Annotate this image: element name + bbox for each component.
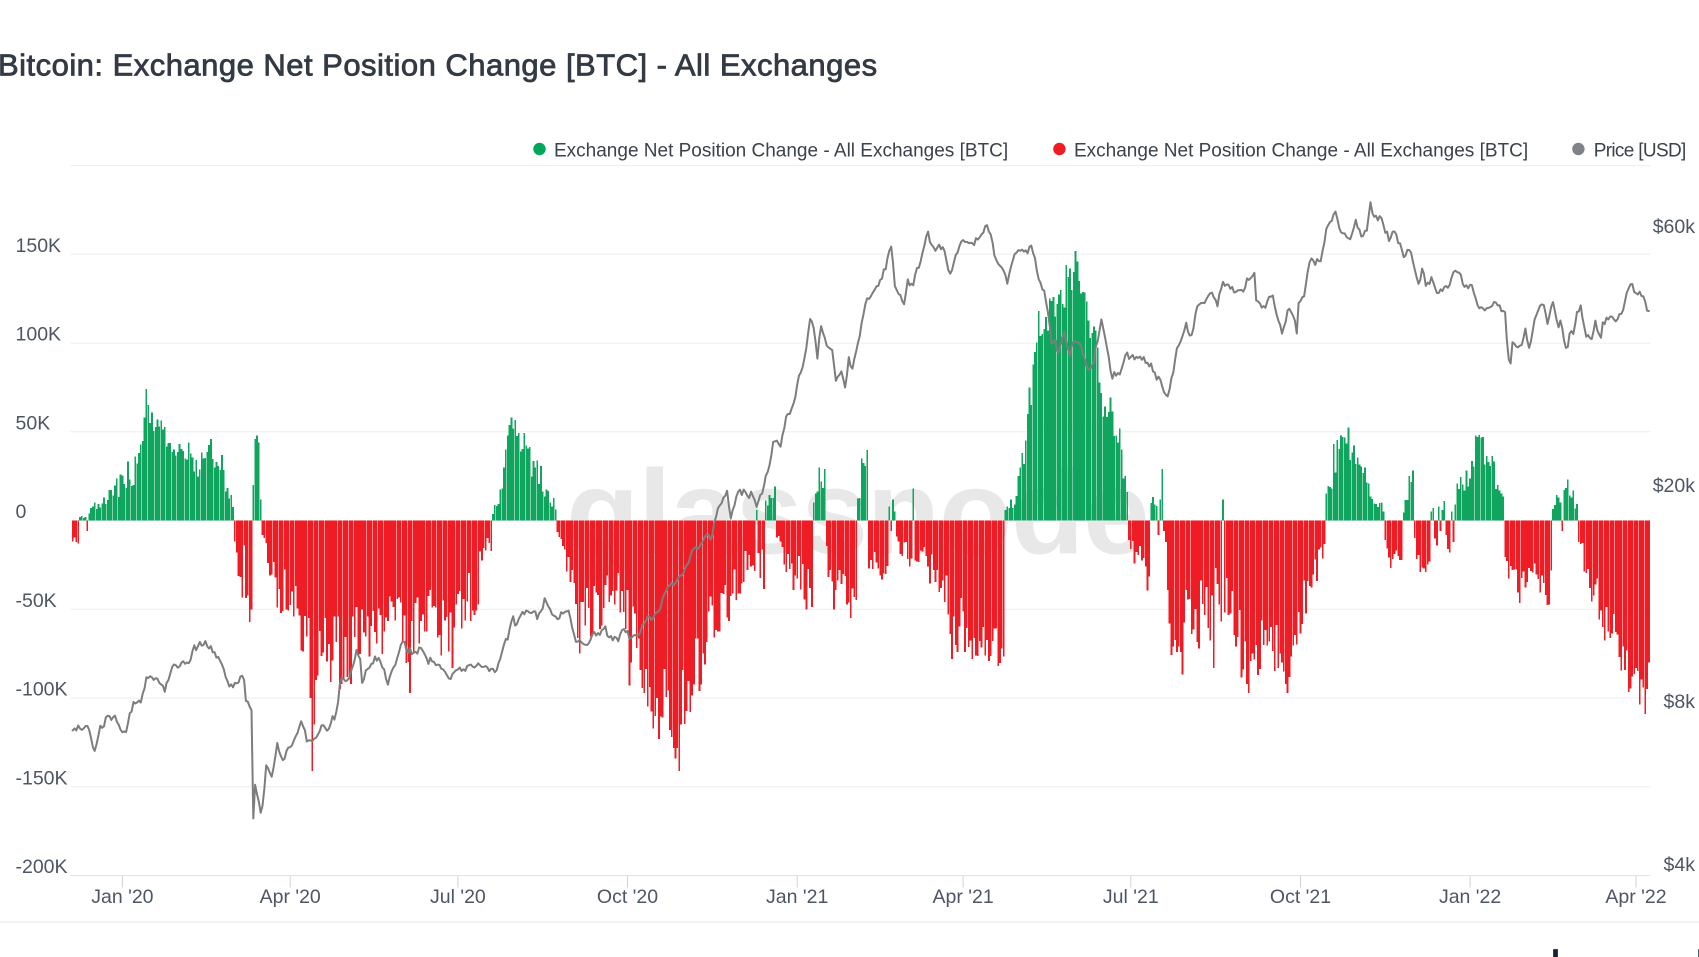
svg-text:-100K: -100K [16, 679, 68, 701]
svg-text:Jul '20: Jul '20 [430, 886, 486, 908]
svg-text:Bitcoin: Exchange Net Position: Bitcoin: Exchange Net Position Change [B… [0, 48, 878, 83]
svg-text:-50K: -50K [16, 590, 57, 612]
svg-text:Jul '21: Jul '21 [1103, 886, 1159, 908]
svg-text:Oct '21: Oct '21 [1270, 886, 1331, 908]
svg-text:-150K: -150K [16, 767, 68, 789]
svg-text:Apr '21: Apr '21 [933, 886, 994, 908]
svg-text:Oct '20: Oct '20 [597, 886, 658, 908]
svg-text:Exchange Net Position Change -: Exchange Net Position Change - All Excha… [554, 140, 1008, 161]
svg-text:Exchange Net Position Change -: Exchange Net Position Change - All Excha… [1074, 140, 1528, 161]
svg-text:0: 0 [16, 501, 27, 523]
svg-text:Jan '20: Jan '20 [91, 886, 153, 908]
svg-text:-200K: -200K [16, 856, 68, 878]
svg-text:$4k: $4k [1664, 854, 1696, 876]
svg-text:100K: 100K [16, 324, 62, 346]
svg-text:Jan '21: Jan '21 [766, 886, 828, 908]
svg-text:Price [USD]: Price [USD] [1594, 140, 1686, 161]
svg-text:$8k: $8k [1664, 691, 1696, 713]
svg-text:$20k: $20k [1653, 475, 1696, 497]
svg-text:glassnode: glassnode [1526, 942, 1699, 957]
svg-text:$60k: $60k [1653, 216, 1696, 238]
svg-text:Apr '20: Apr '20 [260, 886, 321, 908]
svg-text:Jan '22: Jan '22 [1439, 886, 1501, 908]
svg-text:150K: 150K [16, 235, 62, 257]
svg-text:50K: 50K [16, 412, 51, 434]
svg-text:Apr '22: Apr '22 [1605, 886, 1666, 908]
